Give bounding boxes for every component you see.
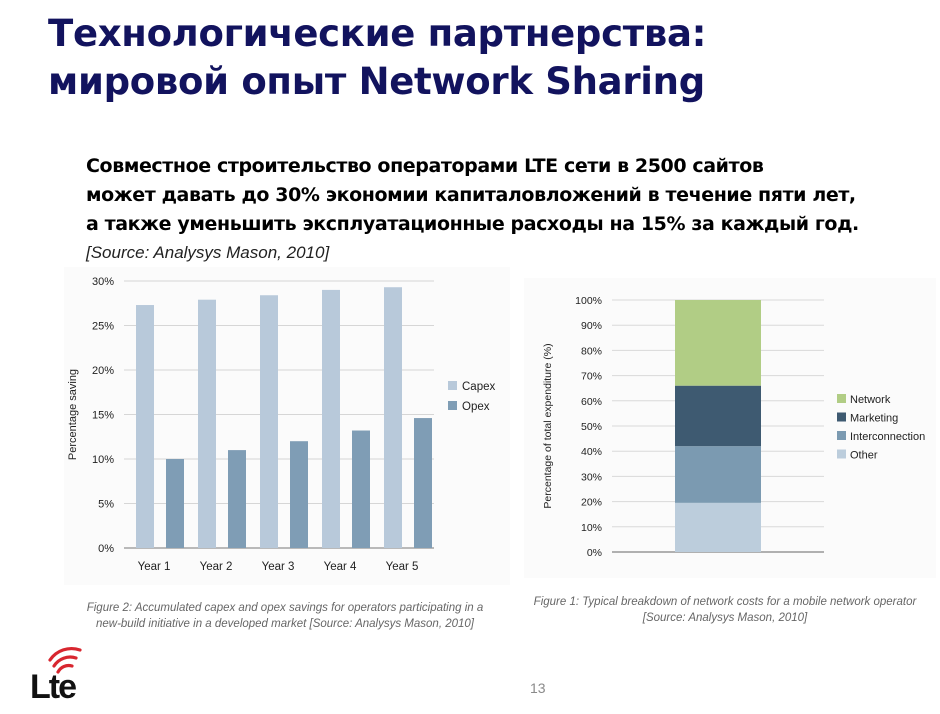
expenditure-legend-label: Other — [850, 450, 878, 462]
logo-arc-outer — [48, 646, 82, 662]
expenditure-legend-label: Network — [850, 394, 891, 406]
savings-bar-opex — [166, 459, 184, 548]
savings-legend-swatch — [448, 401, 457, 410]
expenditure-segment-other — [675, 502, 761, 552]
lead-source: [Source: Analysys Mason, 2010] — [86, 243, 330, 262]
savings-bar-opex — [228, 450, 246, 548]
savings-ytick-label: 5% — [98, 499, 114, 511]
page-number: 13 — [530, 680, 546, 696]
expenditure-ytick-label: 80% — [581, 345, 602, 357]
expenditure-ytick-label: 10% — [581, 522, 602, 534]
savings-caption-line-2: new-build initiative in a developed mark… — [95, 618, 474, 630]
slide-title-line-2: мировой опыт Network Sharing — [48, 60, 705, 103]
savings-ytick-label: 20% — [92, 365, 114, 377]
logo-arc-middle — [52, 655, 78, 668]
expenditure-ytick-label: 0% — [587, 547, 602, 559]
savings-xtick-label: Year 4 — [324, 561, 357, 573]
slide-title: Технологические партнерства: мировой опы… — [48, 10, 928, 106]
savings-chart: 0% 5% 10% 15% 20% 25% 30% Year 1 Year 2 Year 3 Yea… — [67, 276, 495, 573]
savings-bar-opex — [414, 418, 432, 548]
expenditure-ytick-label: 30% — [581, 471, 602, 483]
savings-bar-capex — [198, 299, 216, 548]
expenditure-ytick-label: 50% — [581, 421, 602, 433]
savings-xtick-label: Year 3 — [262, 561, 295, 573]
savings-legend-swatch — [448, 381, 457, 390]
savings-ytick-label: 25% — [92, 321, 114, 333]
logo-arc-inner — [56, 663, 74, 674]
savings-caption-line-1: Figure 2: Accumulated capex and opex sav… — [86, 602, 484, 614]
savings-bar-capex — [260, 295, 278, 548]
expenditure-segment-marketing — [675, 385, 761, 447]
savings-bar-opex — [352, 430, 370, 548]
expenditure-ytick-label: 90% — [581, 320, 602, 332]
lte-logo-graphic: Lte — [30, 646, 82, 706]
savings-chart-caption: Figure 2: Accumulated capex and opex sav… — [50, 600, 520, 632]
expenditure-legend-swatch — [837, 412, 846, 422]
lte-logo: Lte — [28, 646, 98, 706]
expenditure-caption-line-1: Figure 1: Typical breakdown of network c… — [533, 596, 917, 608]
lead-line-2: может давать до 30% экономии капиталовло… — [86, 184, 856, 206]
expenditure-chart-panel: 0% 10% 20% 30% 40% 50% 60% 70% 80% 90% 100% Percent… — [524, 278, 936, 578]
savings-bar-capex — [322, 289, 340, 548]
savings-bar-opex — [290, 441, 308, 548]
lte-logo-text: Lte — [30, 668, 76, 706]
expenditure-ytick-label: 70% — [581, 371, 602, 383]
expenditure-legend-swatch — [837, 431, 846, 440]
expenditure-ytick-label: 60% — [581, 396, 602, 408]
savings-chart-panel: 0% 5% 10% 15% 20% 25% 30% Year 1 Year 2 Year 3 Yea… — [64, 267, 510, 585]
lead-text: Совместное строительство операторами LTE… — [86, 152, 916, 239]
expenditure-ytick-label: 20% — [581, 497, 602, 509]
savings-bar-capex — [384, 287, 402, 548]
expenditure-legend-label: Marketing — [850, 413, 898, 425]
savings-xtick-label: Year 5 — [386, 561, 419, 573]
slide-title-line-1: Технологические партнерства: — [48, 12, 707, 55]
expenditure-y-axis-label: Percentage of total expenditure (%) — [542, 343, 554, 508]
expenditure-legend-swatch — [837, 449, 846, 459]
expenditure-caption-line-2: [Source: Analysys Mason, 2010] — [642, 612, 808, 624]
savings-bar-capex — [136, 305, 154, 548]
savings-legend-label: Capex — [462, 381, 495, 393]
expenditure-ytick-label: 40% — [581, 446, 602, 458]
expenditure-legend-swatch — [837, 394, 846, 403]
savings-y-axis-label: Percentage saving — [67, 369, 79, 460]
expenditure-chart-caption: Figure 1: Typical breakdown of network c… — [520, 594, 930, 626]
savings-xtick-label: Year 1 — [138, 561, 171, 573]
expenditure-segment-network — [675, 300, 761, 386]
expenditure-legend-label: Interconnection — [850, 431, 925, 443]
savings-ytick-label: 30% — [92, 276, 114, 288]
savings-ytick-label: 0% — [98, 543, 114, 555]
savings-legend-label: Opex — [462, 401, 490, 413]
savings-ytick-label: 15% — [92, 410, 114, 422]
expenditure-segment-interconnection — [675, 446, 761, 503]
lead-line-1: Совместное строительство операторами LTE… — [86, 155, 764, 177]
savings-xtick-label: Year 2 — [200, 561, 233, 573]
lead-line-3: а также уменьшить эксплуатационные расхо… — [86, 213, 859, 235]
savings-ytick-label: 10% — [92, 454, 114, 466]
expenditure-chart: 0% 10% 20% 30% 40% 50% 60% 70% 80% 90% 100% Percent… — [542, 295, 925, 559]
expenditure-ytick-label: 100% — [575, 295, 602, 307]
